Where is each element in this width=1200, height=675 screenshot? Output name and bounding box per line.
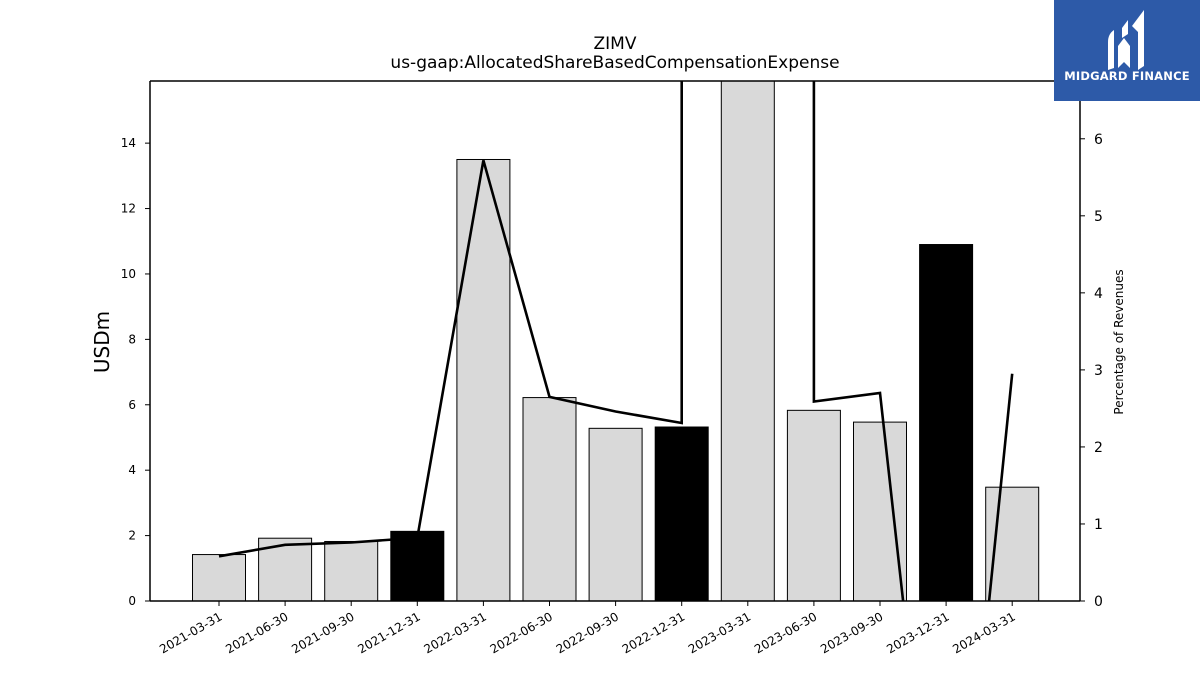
x-tick-label-2021-09-30: 2021-09-30 [289, 609, 356, 656]
bar-2023-03-31 [720, 80, 775, 602]
y-right-tick-label-4: 4 [1094, 286, 1103, 302]
y-right-tick-label-6: 6 [1094, 132, 1103, 148]
line-segment-2 [987, 373, 1014, 601]
x-tick-label-2023-06-30: 2023-06-30 [752, 609, 819, 656]
x-tick-label-2022-12-31: 2022-12-31 [620, 609, 687, 656]
bar-2022-03-31 [456, 158, 511, 602]
midgard-finance-logo: MIDGARD FINANCE [1054, 0, 1200, 101]
x-tick-label-2021-03-31: 2021-03-31 [157, 609, 224, 656]
x-tick-label-2021-06-30: 2021-06-30 [223, 609, 290, 656]
x-tick-label-2023-12-31: 2023-12-31 [884, 609, 951, 656]
y-tick-label-2: 2 [128, 529, 136, 543]
bar-2022-12-31 [654, 426, 709, 602]
y-right-tick-label-5: 5 [1094, 209, 1103, 225]
y-right-tick-label-3: 3 [1094, 363, 1103, 379]
y-tick-label-12: 12 [121, 202, 136, 216]
bar-2023-12-31 [919, 244, 974, 602]
x-tick-label-2022-09-30: 2022-09-30 [554, 609, 621, 656]
y-tick-label-0: 0 [128, 594, 136, 608]
x-tick-label-2023-03-31: 2023-03-31 [686, 609, 753, 656]
x-tick-label-2023-09-30: 2023-09-30 [818, 609, 885, 656]
y-axis-right-label: Percentage of Revenues [1112, 269, 1126, 414]
bar-2021-12-31 [390, 530, 445, 602]
y-right-tick-label-0: 0 [1094, 594, 1103, 610]
bars [192, 80, 1040, 602]
x-tick-label-2021-12-31: 2021-12-31 [355, 609, 422, 656]
logo-mark-icon [1108, 10, 1144, 70]
y-tick-label-6: 6 [128, 398, 136, 412]
x-tick-label-2024-03-31: 2024-03-31 [950, 609, 1017, 656]
y-tick-label-14: 14 [121, 136, 136, 150]
x-tick-label-2022-06-30: 2022-06-30 [488, 609, 555, 656]
chart-subtitle: us-gaap:AllocatedShareBasedCompensationE… [390, 53, 839, 73]
y-tick-label-8: 8 [128, 332, 136, 346]
bar-2021-03-31 [192, 554, 246, 602]
y-tick-label-10: 10 [121, 267, 136, 281]
bar-2022-09-30 [588, 427, 643, 602]
line-segment-0 [218, 81, 684, 558]
bar-2023-09-30 [853, 421, 907, 602]
bar-2022-06-30 [522, 397, 577, 602]
line-segment-1 [812, 81, 905, 601]
bar-2021-09-30 [324, 540, 379, 602]
y-tick-label-4: 4 [128, 463, 136, 477]
bar-2023-06-30 [786, 409, 841, 602]
chart-title: ZIMV [594, 34, 637, 54]
x-tick-label-2022-03-31: 2022-03-31 [421, 609, 488, 656]
line-series [218, 81, 1014, 601]
y-right-tick-label-1: 1 [1094, 517, 1103, 533]
logo-text: MIDGARD FINANCE [1064, 69, 1190, 83]
y-axis-label: USDm [90, 311, 114, 373]
y-right-tick-label-2: 2 [1094, 440, 1103, 456]
